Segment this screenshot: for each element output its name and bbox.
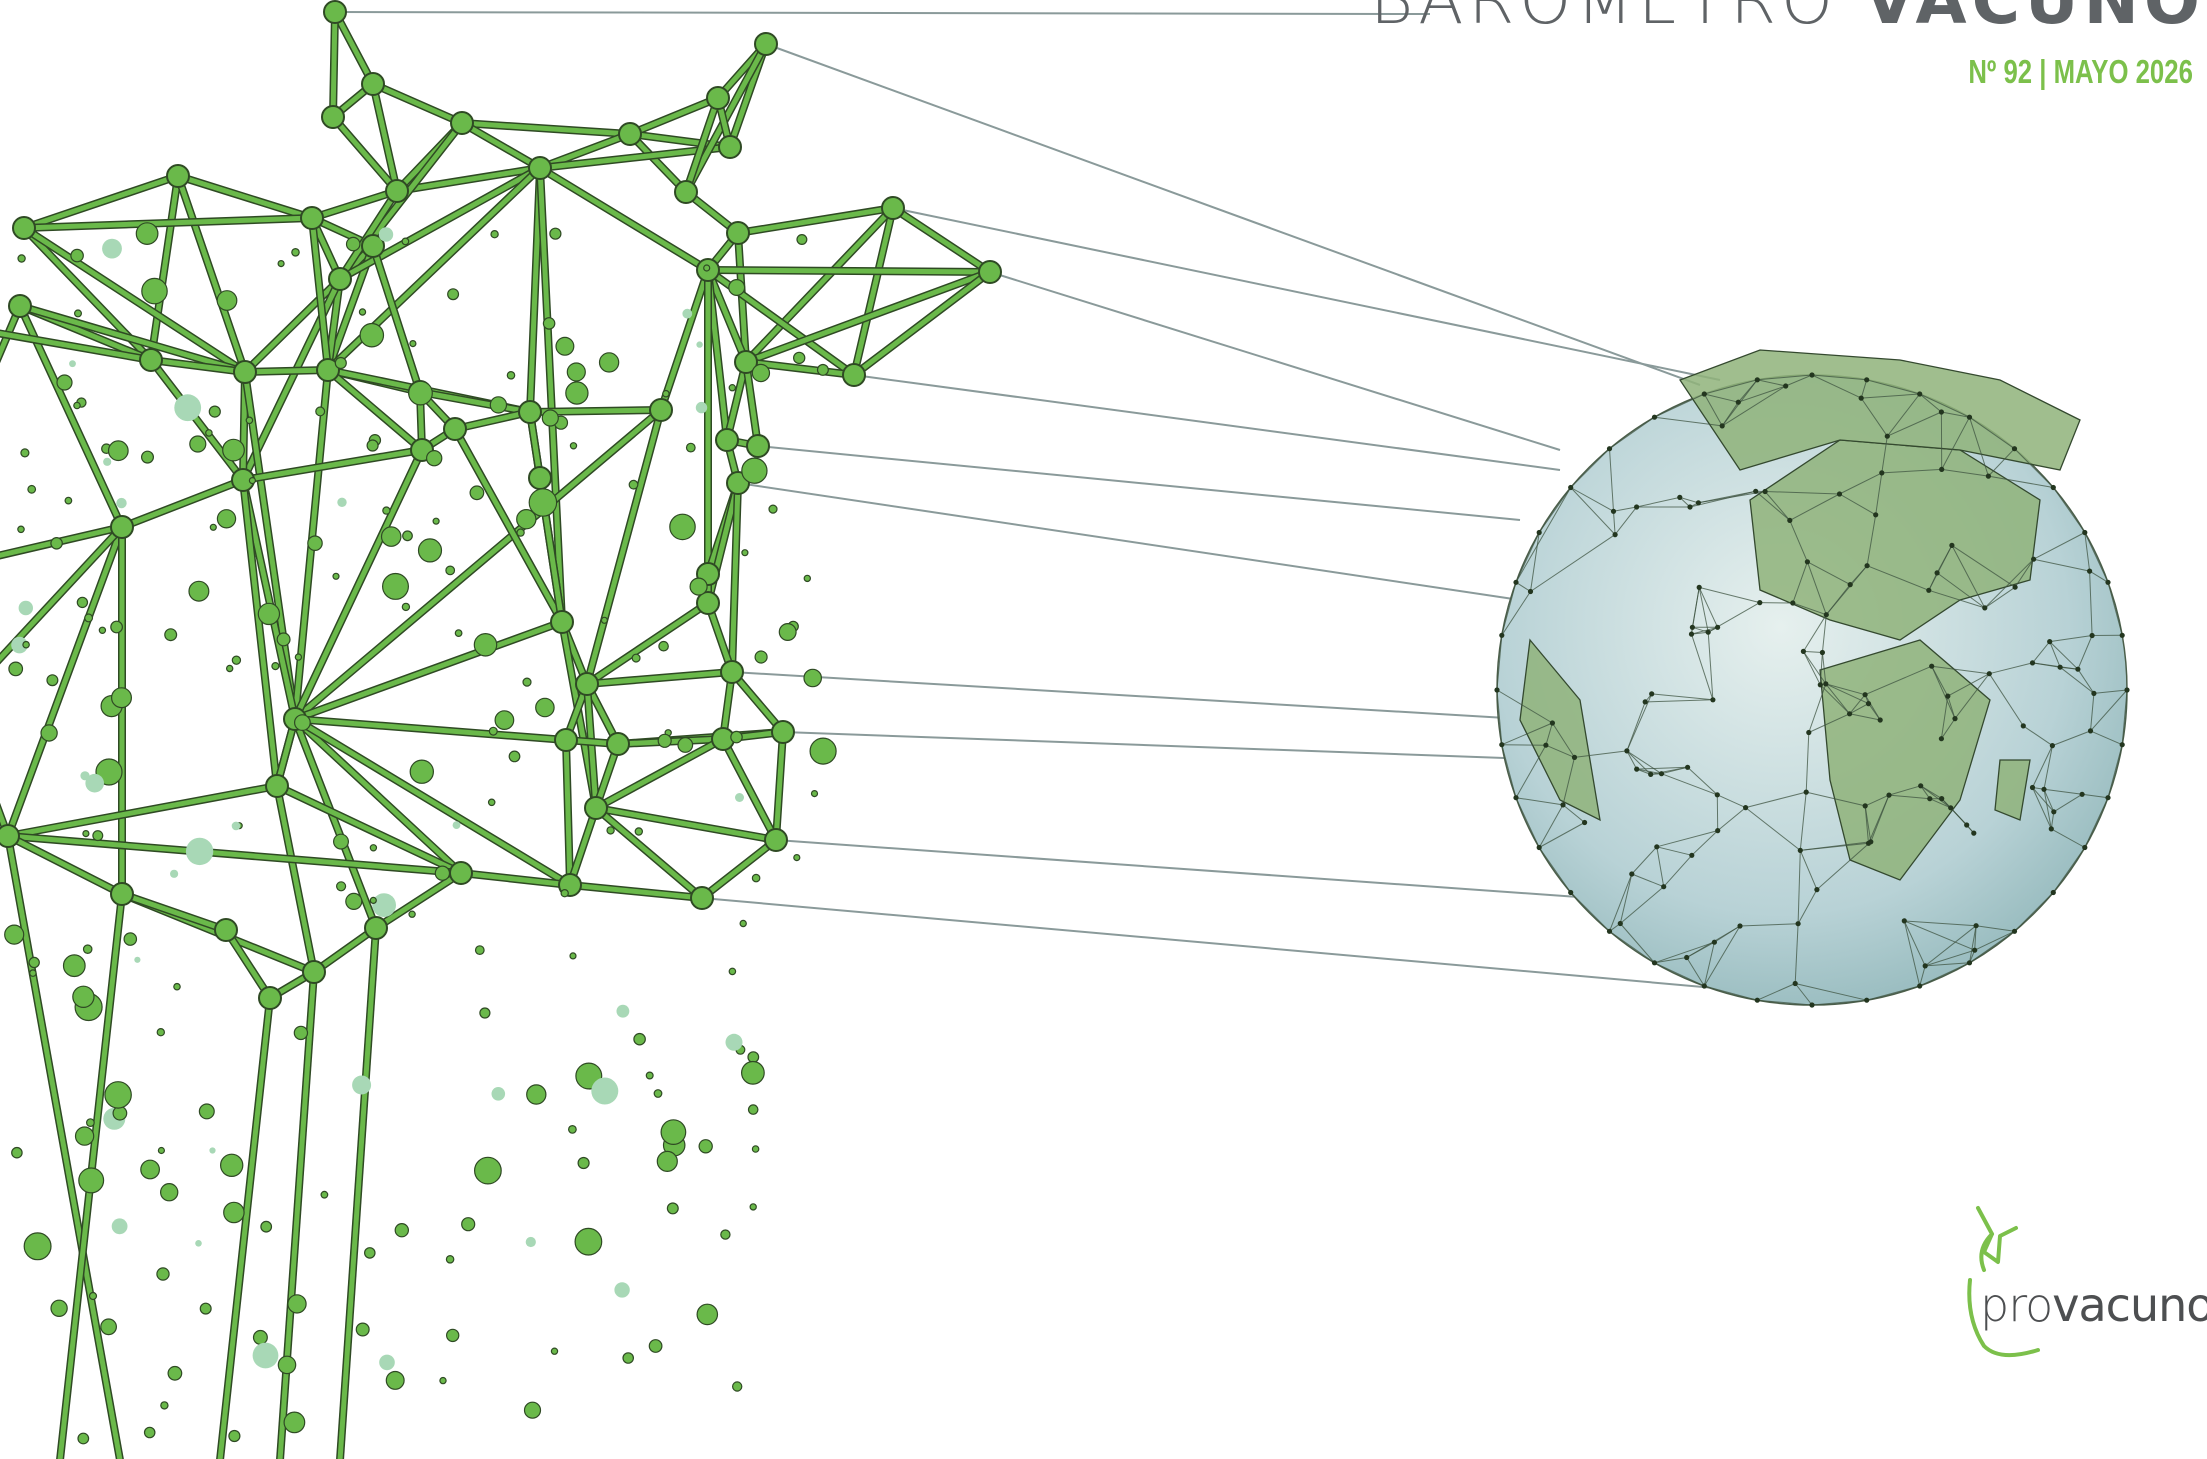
network-edges: [0, 8, 994, 1459]
issue-number-date: Nº 92 | MAYO 2026: [1968, 53, 2193, 90]
network-nodes: [0, 0, 1002, 1010]
title-bold: VACUNO: [1863, 0, 2205, 39]
brand-name: provacuno: [1980, 1280, 2207, 1330]
provacuno-logo: provacuno: [1940, 1200, 2207, 1360]
magazine-title: BARÓMETRO VACUNO: [1370, 0, 2205, 36]
brand-prefix: pro: [1980, 1278, 2053, 1332]
title-light: BARÓMETRO: [1370, 0, 1838, 39]
connector-lines: [334, 11, 1851, 1001]
low-poly-globe-icon: [1494, 349, 2130, 1008]
globe-mesh: [1494, 372, 2130, 1008]
cow-head-outline-icon: [1967, 1206, 2040, 1358]
scatter-dots: [4, 222, 837, 1445]
brand-suffix: vacuno: [2052, 1278, 2207, 1332]
low-poly-cow-head-network: [0, 0, 1002, 1459]
